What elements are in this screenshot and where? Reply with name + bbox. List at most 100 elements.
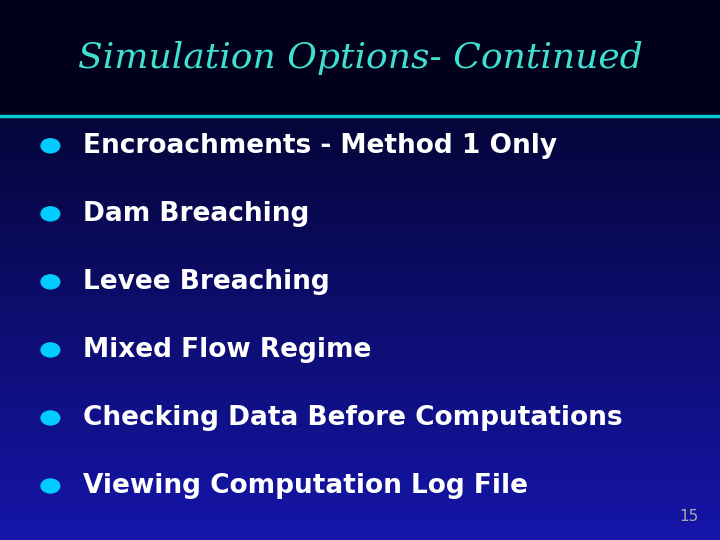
Bar	[0, 230, 720, 232]
Bar	[0, 448, 720, 451]
Bar	[0, 508, 720, 510]
Bar	[0, 440, 720, 443]
Bar	[0, 170, 720, 173]
Bar	[0, 146, 720, 148]
Bar	[0, 294, 720, 297]
Bar	[0, 227, 720, 229]
Bar	[0, 329, 720, 332]
Bar	[0, 475, 720, 478]
Bar	[0, 491, 720, 494]
Circle shape	[41, 479, 60, 493]
Bar	[0, 194, 720, 197]
Bar	[0, 165, 720, 167]
Text: Simulation Options- Continued: Simulation Options- Continued	[78, 41, 642, 75]
Bar	[0, 30, 720, 32]
Bar	[0, 413, 720, 416]
Bar	[0, 535, 720, 537]
Bar	[0, 186, 720, 189]
Bar	[0, 289, 720, 292]
Bar	[0, 292, 720, 294]
Bar	[0, 62, 720, 65]
Bar	[0, 526, 720, 529]
Bar	[0, 518, 720, 521]
Bar	[0, 54, 720, 57]
Bar	[0, 184, 720, 186]
Bar	[0, 389, 720, 392]
Bar	[0, 140, 720, 143]
Bar	[0, 338, 720, 340]
Bar	[0, 0, 720, 3]
Bar	[0, 529, 720, 532]
Bar	[0, 97, 720, 100]
Bar	[0, 243, 720, 246]
Bar	[0, 383, 720, 386]
Bar	[0, 148, 720, 151]
Bar	[0, 378, 720, 381]
Bar	[0, 472, 720, 475]
Bar	[0, 22, 720, 24]
Circle shape	[41, 411, 60, 425]
Bar	[0, 418, 720, 421]
Bar	[0, 421, 720, 424]
Bar	[0, 386, 720, 389]
Bar	[0, 92, 720, 94]
Bar	[0, 38, 720, 40]
Bar	[0, 46, 720, 49]
Bar	[0, 135, 720, 138]
Bar	[0, 219, 720, 221]
Bar	[0, 138, 720, 140]
Bar	[0, 359, 720, 362]
Bar	[0, 446, 720, 448]
Bar	[0, 494, 720, 497]
Bar	[0, 232, 720, 235]
Bar	[0, 162, 720, 165]
Bar	[0, 340, 720, 343]
Bar	[0, 367, 720, 370]
Bar	[0, 256, 720, 259]
Bar	[0, 443, 720, 445]
Bar	[0, 297, 720, 300]
Bar	[0, 73, 720, 76]
Bar	[0, 521, 720, 524]
Bar	[0, 305, 720, 308]
Bar	[0, 216, 720, 219]
Bar	[0, 432, 720, 435]
Bar	[0, 143, 720, 146]
Bar	[0, 248, 720, 251]
Bar	[0, 470, 720, 472]
Circle shape	[41, 207, 60, 221]
Bar	[0, 262, 720, 265]
Bar	[0, 221, 720, 224]
Circle shape	[41, 275, 60, 289]
Bar	[0, 429, 720, 432]
Bar	[0, 505, 720, 508]
Bar	[0, 467, 720, 470]
Bar	[0, 189, 720, 192]
Bar	[0, 278, 720, 281]
Bar	[0, 373, 720, 375]
Bar	[0, 122, 720, 124]
Bar	[0, 516, 720, 518]
Bar	[0, 192, 720, 194]
Bar	[0, 265, 720, 267]
Circle shape	[41, 343, 60, 357]
Bar	[0, 486, 720, 489]
Bar	[0, 335, 720, 338]
Bar	[0, 456, 720, 459]
Bar	[0, 5, 720, 8]
Bar	[0, 84, 720, 86]
Bar	[0, 100, 720, 103]
Bar	[0, 394, 720, 397]
Bar	[0, 205, 720, 208]
Bar	[0, 500, 720, 502]
Bar	[0, 427, 720, 429]
Text: Viewing Computation Log File: Viewing Computation Log File	[83, 473, 528, 499]
Text: 15: 15	[679, 509, 698, 524]
Text: Dam Breaching: Dam Breaching	[83, 201, 309, 227]
Bar	[0, 70, 720, 73]
Bar	[0, 489, 720, 491]
Bar	[0, 159, 720, 162]
Bar	[0, 57, 720, 59]
Bar	[0, 281, 720, 284]
Bar	[0, 181, 720, 184]
